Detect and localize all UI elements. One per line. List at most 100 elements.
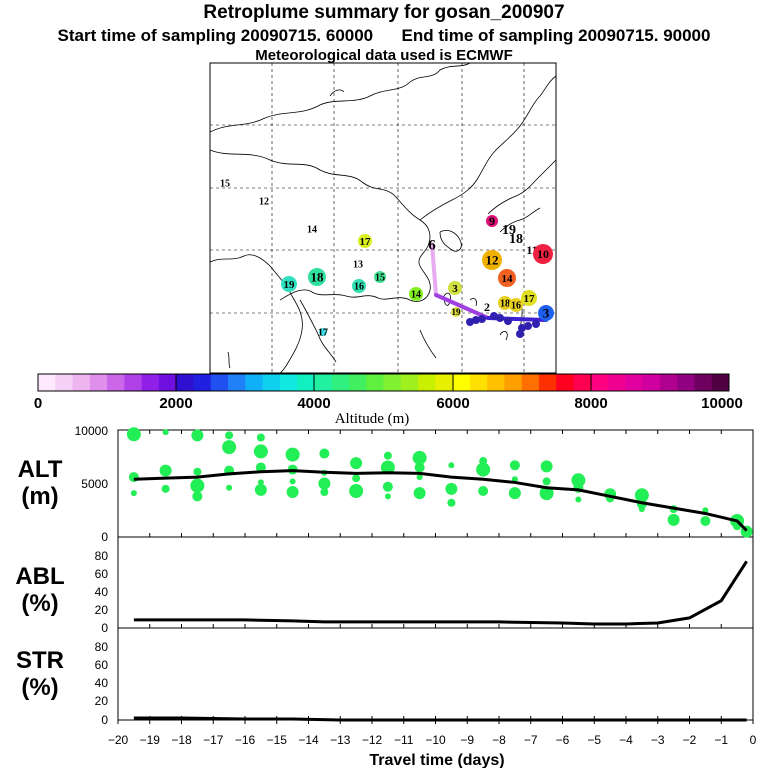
trajectory-segment-day0-1: [430, 242, 438, 297]
map-marker: 13: [353, 260, 363, 271]
x-axis-ticks: −20 −19 −18 −17 −16 −15 −14 −13 −12 −11 −10 −9 −8 −7−…: [108, 430, 757, 747]
alt-mean-line: [133, 469, 748, 532]
map-marker: 17: [318, 328, 328, 339]
x-tick-label: −17: [203, 733, 224, 747]
alt-scatter-point: [476, 462, 491, 477]
colorbar-cell: [383, 374, 402, 391]
colorbar-cell: [625, 374, 644, 391]
map-trajectory-dot: [504, 317, 512, 325]
colorbar-cell: [400, 374, 419, 391]
map-marker-label: 17: [360, 236, 372, 248]
alt-scatter-point: [383, 451, 392, 460]
met-data-label: Meteorological data used is ECMWF: [255, 47, 513, 64]
colorbar-cell: [297, 374, 315, 391]
map-marker-label: 19: [284, 279, 296, 291]
x-tick-label: −10: [425, 733, 446, 747]
str-ytick-label: 20: [95, 694, 109, 708]
alt-scatter-point: [191, 429, 204, 442]
x-tick-label: −12: [362, 733, 383, 747]
map-marker-dot: [538, 305, 554, 321]
alt-scatter-point: [162, 429, 169, 436]
abl-panel-frame: [117, 536, 754, 629]
map-marker: 19: [502, 223, 516, 238]
abl-ytick-label: 40: [95, 585, 109, 599]
alt-scatter-point: [539, 486, 554, 501]
alt-scatter-point: [509, 460, 520, 471]
colorbar-cell: [141, 374, 160, 391]
map-marker: 17: [521, 290, 537, 306]
map-marker: 3: [538, 305, 554, 321]
map-marker-dot: [352, 279, 366, 293]
map-trajectory-dot: [516, 330, 524, 338]
x-tick-label: −2: [683, 733, 697, 747]
map-marker: 16: [509, 298, 523, 312]
alt-scatter-point: [571, 473, 586, 488]
alt-scatter-point: [254, 483, 267, 496]
alt-scatter-point: [350, 457, 363, 470]
colorbar-tick-label: 2000: [159, 395, 192, 412]
map-marker: 14: [498, 269, 516, 287]
alt-scatter-point: [667, 513, 680, 526]
alt-scatter-point: [384, 493, 391, 500]
map-marker-label: 18: [311, 270, 325, 285]
alt-scatter-point: [479, 457, 488, 466]
map-marker-label: 6: [428, 237, 436, 253]
colorbar-cell: [331, 374, 350, 391]
map-marker-label: 14: [502, 273, 514, 285]
map-marker-dot: [486, 215, 498, 227]
colorbar-ticks: [175, 374, 592, 391]
map-marker: 9: [486, 214, 498, 228]
colorbar-cell: [124, 374, 143, 391]
colorbar-cell: [72, 374, 91, 391]
x-tick-label: −3: [651, 733, 665, 747]
colorbar-tick-label: 8000: [574, 395, 607, 412]
colorbar-cell: [176, 374, 194, 391]
alt-scatter-point: [352, 474, 361, 483]
alt-scatter-point: [447, 498, 456, 507]
colorbar-cell: [158, 374, 177, 391]
alt-scatter-point: [508, 487, 521, 500]
alt-scatter-point: [286, 486, 299, 499]
map-marker-dot: [498, 296, 512, 310]
alt-scatter-point: [161, 484, 170, 493]
alt-scatter-point: [222, 440, 237, 455]
colorbar-tick-label: 4000: [297, 395, 330, 412]
map-marker-dot: [281, 276, 297, 292]
colorbar-cell: [452, 374, 471, 391]
map-marker-label: 14: [411, 290, 421, 301]
colorbar-cell: [538, 374, 557, 391]
map-marker: 18: [509, 232, 523, 247]
map-marker: 15: [374, 271, 386, 284]
map-marker-label: 17: [524, 293, 536, 305]
colorbar-cell: [677, 374, 695, 391]
x-tick-label: −4: [619, 733, 633, 747]
alt-scatter-point: [289, 478, 296, 485]
map-marker-label: 3: [543, 306, 550, 321]
map-trajectory-dot: [478, 315, 486, 323]
colorbar-cell: [55, 374, 74, 391]
abl-panel-label: ABL (%): [0, 563, 80, 617]
map-marker: 17: [358, 234, 372, 248]
colorbar-cell: [711, 374, 730, 391]
map-marker-label: 17: [318, 328, 328, 339]
colorbar-cell: [487, 374, 505, 391]
x-tick-label: −14: [298, 733, 319, 747]
colorbar-cell: [262, 374, 281, 391]
map-marker-label: 15: [220, 179, 230, 190]
colorbar-cell: [314, 374, 333, 391]
alt-scatter-point: [255, 462, 266, 473]
altitude-colorbar: 0 2000 4000 6000 8000 10000 Altitude (m): [34, 373, 743, 427]
alt-scatter-points: [126, 427, 753, 538]
colorbar-frame: [37, 373, 730, 392]
x-tick-label: −6: [556, 733, 570, 747]
alt-scatter-point: [285, 447, 300, 462]
alt-scatter-point: [318, 477, 331, 490]
str-ytick-label: 40: [95, 676, 109, 690]
map-marker-label: 9: [489, 214, 495, 228]
x-tick-label: −8: [492, 733, 506, 747]
map-marker-dot: [451, 307, 461, 317]
alt-scatter-point: [448, 462, 455, 469]
alt-ytick-label: 0: [101, 530, 108, 544]
